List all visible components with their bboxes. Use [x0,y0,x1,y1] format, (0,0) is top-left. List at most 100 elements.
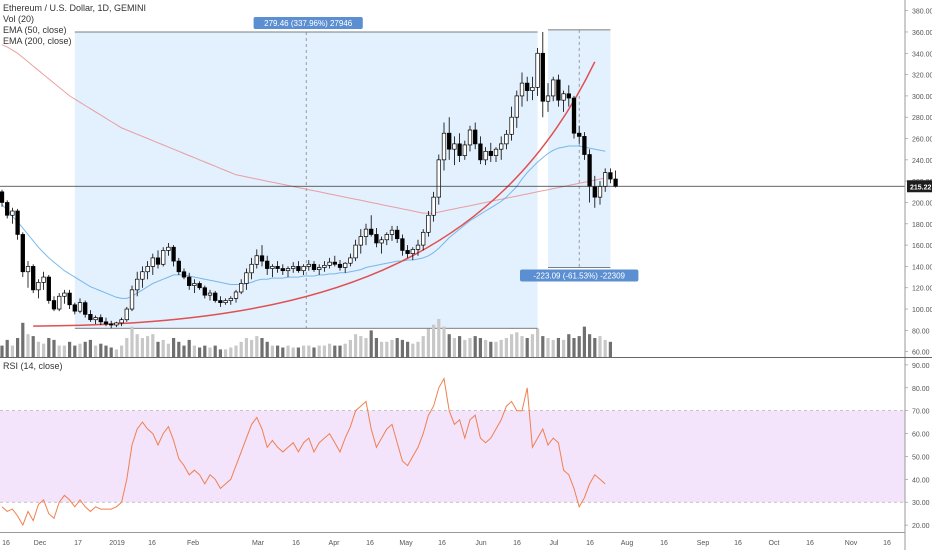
candle-body [145,266,150,273]
candle-body [10,210,15,216]
candle-body [441,132,447,161]
volume-bar [463,339,467,357]
candle-body [249,263,254,274]
candle-body [603,172,608,187]
volume-bar [88,339,92,357]
volume-bar [354,334,358,357]
volume-bar [478,338,482,357]
volume-bar [229,347,233,357]
volume-bar [281,347,285,357]
candle-body [218,300,223,304]
volume-bar [151,334,155,357]
volume-bar [562,339,566,357]
volume-bar [494,341,498,357]
measure-down-label: -223.09 (-61.53%) -22309 [533,271,625,280]
candle-body [176,260,181,273]
volume-bar [250,339,254,357]
candle-body [556,79,561,101]
candle-body [93,317,98,321]
time-tick-label: Feb [187,540,199,547]
candle-body [103,321,109,325]
candle-body [5,202,10,216]
candle-body [608,172,613,180]
volume-bar [125,338,129,357]
volume-bar [16,338,20,357]
candle-body [301,266,306,272]
candle-body [415,244,421,250]
volume-bar [364,338,368,357]
candle-body [275,266,280,269]
volume-bar [452,338,456,357]
volume-bar [348,339,352,357]
volume-bar [104,345,108,357]
candle-body [223,300,228,304]
last-price-badge-bg [907,180,932,193]
volume-bar [421,336,425,357]
time-tick-label: 16 [806,540,814,547]
time-tick-label: 16 [2,540,10,547]
candle-body [540,52,545,102]
candle-body [587,154,592,187]
candle-body [140,271,145,280]
candle-body [124,308,129,321]
candle-body [161,250,166,265]
volume-bar [177,341,181,357]
volume-bar [468,338,472,357]
volume-bar [312,347,316,357]
candle-body [51,300,57,310]
volume-bar [130,326,134,357]
candle-body [233,291,239,299]
time-tick-label: Aug [621,540,634,547]
volume-bar [52,339,56,357]
price-tick-label: 160.00 [912,243,932,250]
time-tick-label: Mar [252,540,265,547]
candle-body [228,298,233,301]
time-tick-label: 16 [586,540,594,547]
candle-body [322,265,327,268]
volume-bar [317,345,321,357]
volume-bar [47,338,51,357]
candle-body [332,261,337,265]
candle-body [150,257,155,267]
candle-body [25,266,31,273]
candle-body [202,287,207,296]
volume-bar [218,349,222,357]
candle-body [15,210,20,235]
volume-bar [83,341,87,357]
ema50-line [1,145,606,299]
price-tick-label: 340.00 [912,51,932,58]
candle-body [0,191,5,203]
candle-body [499,143,504,150]
time-tick-label: Sep [697,540,710,547]
price-tick-label: 100.00 [912,307,932,314]
volume-bar [577,336,581,357]
candle-body [88,314,93,321]
candle-body [597,186,603,198]
volume-bar [172,338,176,357]
volume-bar [556,338,560,357]
volume-bar [536,328,540,357]
candle-body [535,52,540,88]
candle-body [384,234,389,241]
volume-bar [296,347,300,357]
price-tick-label: 180.00 [912,222,932,229]
volume-bar [182,345,186,357]
rsi-tick-label: 40.00 [912,477,930,484]
candle-body [389,229,395,235]
rsi-tick-label: 20.00 [912,523,930,530]
candle-body [135,278,140,291]
main-legend: Ethereum / U.S. Dollar, 1D, GEMINI Vol (… [3,3,146,47]
candle-body [31,266,36,291]
volume-bar [567,334,571,357]
volume-bar [400,339,404,357]
price-tick-label: 240.00 [912,158,932,165]
volume-bar [146,336,150,357]
volume-bar [406,341,410,357]
rsi-line [1,377,606,527]
volume-bar [198,347,202,357]
price-tick-label: 80.00 [912,328,930,335]
volume-bar [499,339,503,357]
candle-body [447,132,452,150]
